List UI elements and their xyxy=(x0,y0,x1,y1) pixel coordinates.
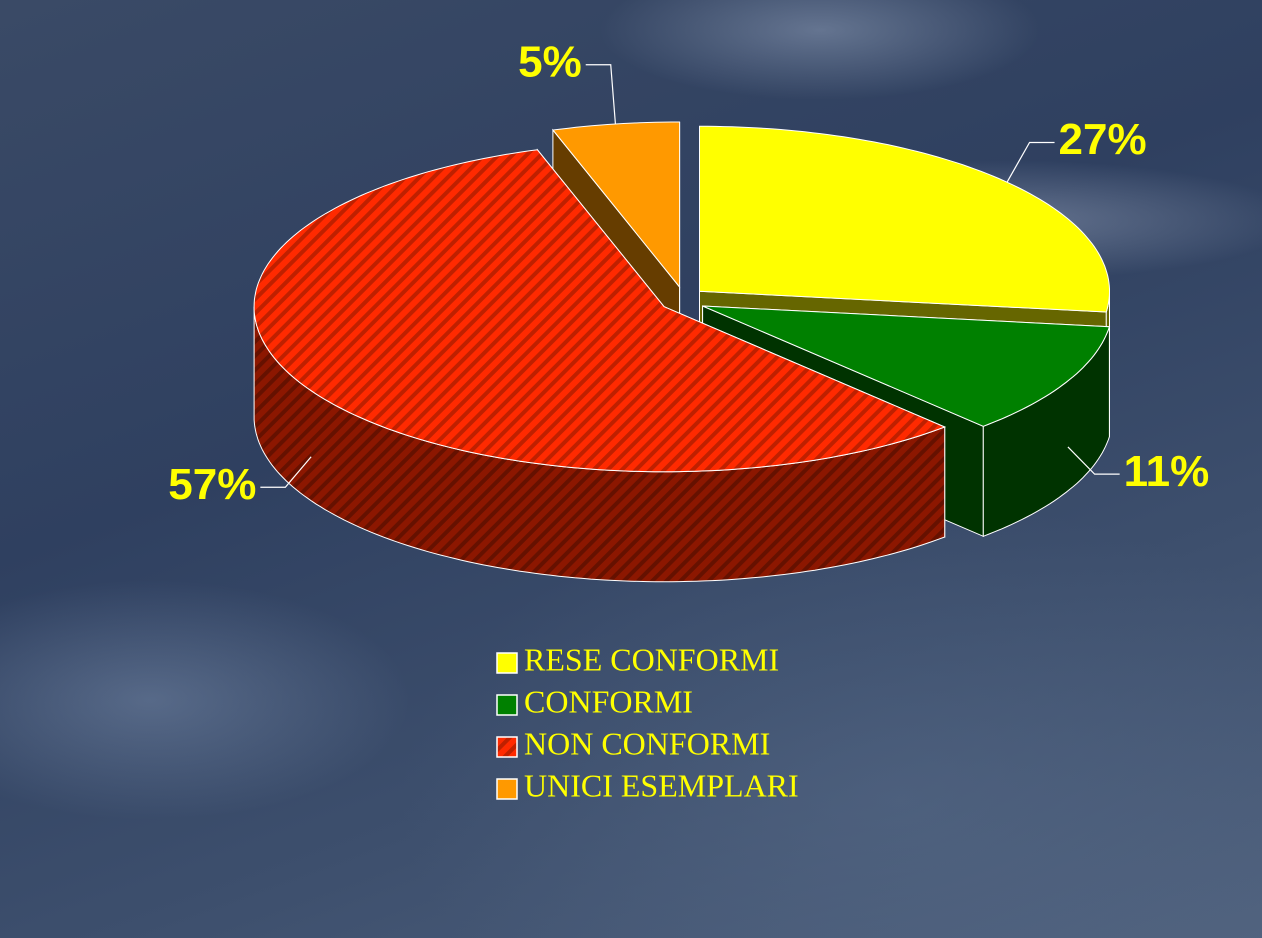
legend-label: UNICI ESEMPLARI xyxy=(524,767,799,803)
value-label: 11% xyxy=(1124,447,1210,496)
legend-swatch xyxy=(497,779,517,799)
value-label: 57% xyxy=(168,460,256,509)
chart: 27% 11% 57% 5% RESE CONFORMI CONFORMI NON CONF… xyxy=(0,0,1262,938)
leader-line xyxy=(1007,142,1055,182)
value-label: 5% xyxy=(518,37,582,86)
value-label: 27% xyxy=(1059,115,1147,164)
legend-swatch xyxy=(497,653,517,673)
legend-label: NON CONFORMI xyxy=(524,725,770,761)
legend-label: CONFORMI xyxy=(524,683,693,719)
leader-line xyxy=(586,65,616,124)
legend-swatch xyxy=(497,737,517,757)
legend-label: RESE CONFORMI xyxy=(524,641,779,677)
legend-swatch xyxy=(497,695,517,715)
page: {"chart_data": {"type": "pie3d", "catego… xyxy=(0,0,1262,938)
slice-top xyxy=(700,126,1110,312)
